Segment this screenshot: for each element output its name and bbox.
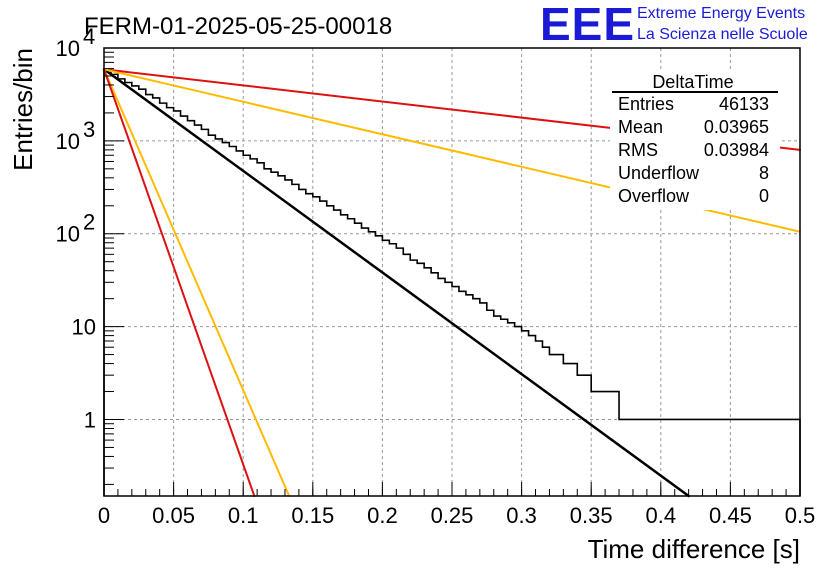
y-tick-label: 1 bbox=[84, 407, 96, 432]
stats-box-bg bbox=[610, 70, 780, 210]
logo-line-2: La Scienza nelle Scuole bbox=[637, 26, 808, 43]
stats-row-label: Underflow bbox=[618, 163, 700, 183]
logo: EEE Extreme Energy Events La Scienza nel… bbox=[540, 0, 808, 50]
x-tick-label: 0 bbox=[98, 503, 110, 528]
y-tick-exponent: 3 bbox=[83, 117, 95, 142]
x-tick-label: 0.2 bbox=[367, 503, 398, 528]
histogram-outline bbox=[103, 68, 801, 496]
y-tick-label: 10 bbox=[56, 36, 80, 61]
histogram bbox=[103, 68, 801, 496]
stats-row-value: 8 bbox=[759, 163, 769, 183]
stats-box: DeltaTime Entries 46133 Mean 0.03965 RMS 0.03… bbox=[610, 70, 780, 210]
stats-row-label: Overflow bbox=[618, 186, 690, 206]
chart-title: FERM-01-2025-05-25-00018 bbox=[84, 13, 392, 40]
y-tick-exponent: 2 bbox=[83, 210, 95, 235]
x-tick-label: 0.25 bbox=[431, 503, 474, 528]
x-axis-label: Time difference [s] bbox=[588, 534, 800, 564]
x-tick-label: 0.35 bbox=[570, 503, 613, 528]
x-tick-label: 0.15 bbox=[291, 503, 334, 528]
logo-text: EEE bbox=[540, 0, 635, 50]
x-tick-label: 0.05 bbox=[152, 503, 195, 528]
x-tick-label: 0.1 bbox=[228, 503, 259, 528]
stats-row-value: 0.03984 bbox=[704, 140, 769, 160]
fit-line bbox=[103, 68, 256, 497]
y-tick-exponent: 4 bbox=[83, 24, 95, 49]
axis-ticks bbox=[103, 47, 801, 496]
stats-row-value: 46133 bbox=[719, 94, 769, 114]
fit-line bbox=[102, 68, 690, 498]
stats-row-label: Mean bbox=[618, 117, 663, 137]
tick-labels: 0 0.05 0.1 0.15 0.2 0.25 0.3 0.35 0.4 0.45 0.5 1 10 1… bbox=[56, 24, 816, 528]
x-tick-label: 0.3 bbox=[506, 503, 537, 528]
stats-row-label: Entries bbox=[618, 94, 674, 114]
fit-line bbox=[103, 68, 291, 497]
stats-row-value: 0 bbox=[759, 186, 769, 206]
stats-row-label: RMS bbox=[618, 140, 658, 160]
y-tick-label: 10 bbox=[56, 129, 80, 154]
grid bbox=[104, 48, 800, 496]
y-tick-label: 10 bbox=[72, 315, 96, 340]
x-tick-label: 0.4 bbox=[646, 503, 677, 528]
y-axis-label: Entries/bin bbox=[8, 48, 38, 171]
stats-rows: Entries 46133 Mean 0.03965 RMS 0.03984Underfl… bbox=[618, 94, 769, 206]
x-tick-label: 0.5 bbox=[785, 503, 816, 528]
logo-line-1: Extreme Energy Events bbox=[637, 5, 805, 22]
y-tick-label: 10 bbox=[56, 222, 80, 247]
stats-title: DeltaTime bbox=[652, 72, 733, 92]
x-tick-label: 0.45 bbox=[709, 503, 752, 528]
stats-row-value: 0.03965 bbox=[704, 117, 769, 137]
